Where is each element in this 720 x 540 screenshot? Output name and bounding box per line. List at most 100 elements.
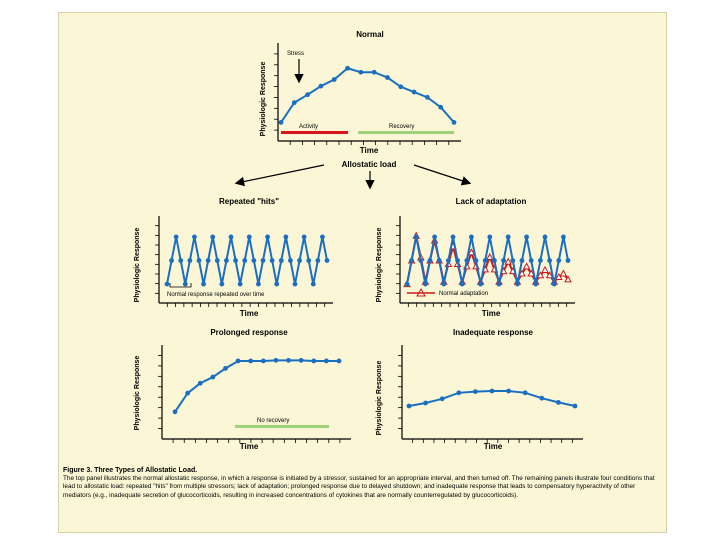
data-point (219, 281, 225, 287)
caption-text: The top panel illustrates the normal all… (63, 475, 655, 499)
data-point (291, 100, 297, 105)
data-point (311, 358, 317, 364)
allostatic-load-diagram: Normal Physiologic Response Time Stress … (134, 30, 583, 451)
data-point (233, 258, 238, 263)
data-point (556, 400, 561, 405)
data-point (427, 258, 433, 263)
x-axis-label: Time (240, 442, 259, 451)
no-recovery-label: No recovery (257, 418, 289, 424)
figure-caption: Figure 3. Three Types of Allostatic Load… (63, 467, 663, 500)
panel-inadequate-response: Inadequate response Physiologic Response… (376, 328, 583, 451)
data-point (489, 388, 495, 394)
data-point (228, 234, 234, 240)
data-point (522, 390, 528, 396)
data-point (173, 234, 179, 240)
x-axis-label: Time (360, 146, 379, 155)
data-point (182, 281, 188, 287)
data-point (528, 258, 534, 263)
data-point (485, 252, 494, 260)
data-point (473, 389, 478, 394)
data-point (187, 258, 193, 263)
data-point (305, 92, 311, 98)
data-point (541, 265, 549, 273)
data-point (246, 234, 252, 240)
data-point (404, 281, 410, 287)
x-axis-label: Time (482, 309, 501, 318)
data-point (292, 281, 298, 287)
data-point (559, 269, 568, 277)
y-axis-label: Physiologic Response (134, 228, 141, 303)
data-point (510, 258, 516, 263)
data-point (260, 358, 266, 364)
arrow-right (413, 164, 472, 186)
data-point (323, 358, 329, 364)
data-point (172, 409, 178, 415)
data-point (554, 272, 563, 281)
data-point (169, 258, 174, 263)
data-point (265, 234, 270, 240)
data-point (185, 390, 191, 396)
data-point (260, 258, 266, 263)
data-point (538, 258, 543, 263)
data-point (504, 257, 513, 265)
data-point (358, 69, 364, 75)
panel-title: Normal (356, 30, 384, 39)
data-point (547, 258, 552, 263)
data-point (506, 388, 511, 394)
data-point (223, 366, 228, 371)
data-point (242, 258, 248, 263)
data-point (331, 77, 337, 82)
data-point (315, 258, 321, 263)
data-point (545, 271, 554, 279)
data-point (398, 84, 404, 90)
legend-marker (416, 287, 426, 297)
data-point (418, 258, 424, 263)
data-point (505, 234, 511, 240)
data-point (306, 258, 312, 263)
data-point (561, 234, 566, 240)
x-axis-label: Time (240, 309, 259, 318)
data-point (542, 234, 548, 240)
data-point (572, 403, 578, 409)
panel-title: Repeated "hits" (219, 197, 279, 206)
data-point (278, 120, 284, 125)
figure: Normal Physiologic Response Time Stress … (58, 12, 667, 533)
data-point (464, 258, 470, 263)
legend-label: Normal adaptation (439, 291, 488, 297)
activity-label: Activity (299, 124, 318, 130)
data-point (286, 357, 291, 363)
data-point (336, 358, 342, 364)
series-line (406, 236, 569, 285)
no-recovery-bar (235, 425, 329, 428)
data-point (469, 234, 474, 240)
data-point (411, 89, 417, 95)
data-point (178, 258, 184, 263)
data-point (423, 400, 428, 406)
data-point (288, 258, 293, 263)
data-point (455, 258, 460, 263)
data-point (451, 120, 457, 125)
data-point (522, 262, 531, 270)
recovery-label: Recovery (389, 124, 414, 130)
caption-title: Figure 3. Three Types of Allostatic Load… (63, 467, 198, 474)
data-point (310, 281, 316, 287)
x-axis-label: Time (484, 442, 503, 451)
data-point (551, 281, 557, 287)
data-point (539, 395, 545, 401)
data-point (248, 358, 254, 364)
data-point (301, 234, 307, 240)
data-point (201, 281, 206, 287)
data-point (269, 258, 275, 263)
data-point (324, 258, 330, 263)
data-point (424, 94, 430, 100)
data-point (205, 258, 211, 263)
panel-lack-of-adaptation: Lack of adaptation Physiologic Response … (376, 197, 575, 318)
data-point (210, 374, 216, 380)
data-point (473, 258, 479, 263)
allostatic-load-label: Allostatic load (342, 160, 397, 169)
data-point (297, 258, 302, 263)
activity-bar (281, 131, 348, 134)
data-point (406, 403, 412, 409)
data-point (273, 357, 279, 363)
data-point (192, 234, 197, 240)
